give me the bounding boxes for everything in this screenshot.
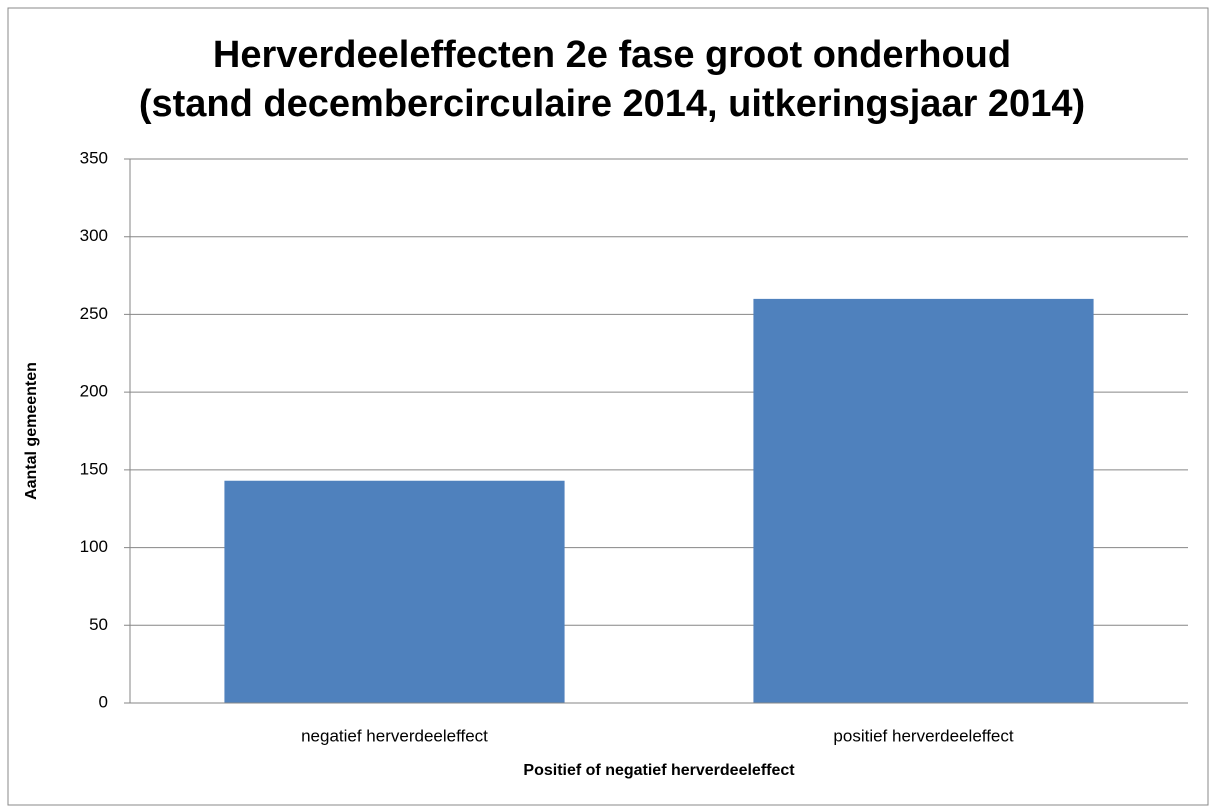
chart-title: Herverdeeleffecten 2e fase groot onderho… (213, 34, 1011, 76)
y-tick-label: 350 (80, 148, 108, 167)
bar (224, 480, 565, 703)
y-tick-label: 300 (80, 226, 108, 245)
y-tick-label: 0 (99, 692, 108, 711)
y-tick-label: 100 (80, 537, 108, 556)
x-tick-label: negatief herverdeeleffect (301, 726, 488, 745)
x-tick-label: positief herverdeeleffect (833, 726, 1013, 745)
y-tick-label: 250 (80, 304, 108, 323)
y-tick-label: 50 (89, 615, 108, 634)
y-tick-label: 150 (80, 459, 108, 478)
y-tick-label: 200 (80, 382, 108, 401)
chart-title: (stand decembercirculaire 2014, uitkerin… (139, 83, 1085, 125)
bar (753, 298, 1094, 703)
y-axis-label: Aantal gemeenten (23, 362, 40, 500)
x-axis-label: Positief of negatief herverdeeleffect (523, 762, 795, 779)
